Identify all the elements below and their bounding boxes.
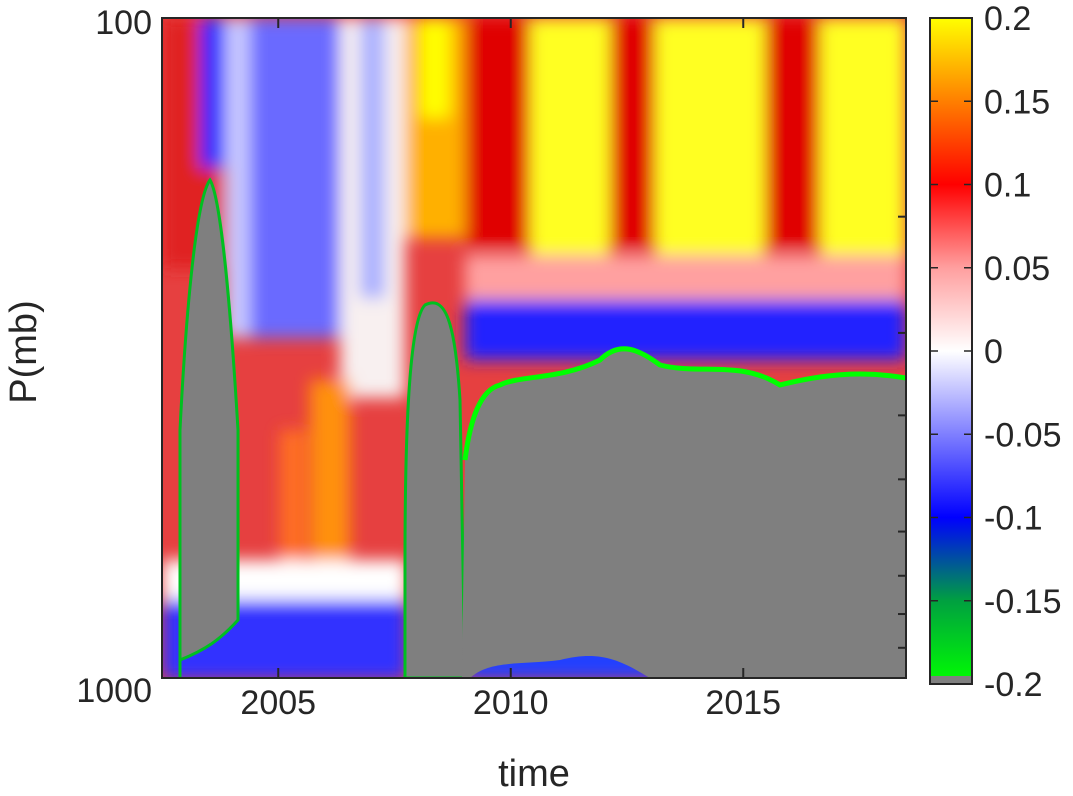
colorbar-tick-label: 0.05 bbox=[984, 250, 1050, 288]
colorbar-tick-label: -0.2 bbox=[984, 666, 1043, 704]
colorbar-tick-label: -0.15 bbox=[984, 583, 1062, 621]
y-axis-ticks bbox=[898, 215, 906, 649]
y-tick-label-top: 100 bbox=[95, 4, 152, 42]
missing-data-regions bbox=[178, 177, 906, 678]
x-tick-labels: 2005 2010 2015 bbox=[240, 684, 781, 722]
colorbar-ticks: 0.2 0.15 0.1 0.05 0 -0.05 -0.1 -0.15 -0.2 bbox=[930, 0, 1062, 704]
plot-frame bbox=[161, 17, 907, 679]
heatmap-field bbox=[162, 18, 906, 678]
x-axis-label: time bbox=[498, 753, 570, 791]
colorbar-missing-swatch bbox=[930, 676, 972, 684]
colorbar-tick-label: 0.1 bbox=[984, 167, 1031, 205]
colorbar-tick-label: -0.1 bbox=[984, 500, 1043, 538]
colorbar-tick-label: -0.05 bbox=[984, 416, 1062, 454]
colorbar-tick-label: 0.15 bbox=[984, 83, 1050, 121]
x-tick-label: 2010 bbox=[473, 684, 549, 722]
y-axis-label: P(mb) bbox=[3, 300, 45, 403]
colorbar-tick-label: 0 bbox=[984, 333, 1003, 371]
colorbar-tick-label: 0.2 bbox=[984, 0, 1031, 38]
colorbar: 0.2 0.15 0.1 0.05 0 -0.05 -0.1 -0.15 -0.2 bbox=[929, 0, 1062, 704]
x-tick-label: 2015 bbox=[705, 684, 781, 722]
y-tick-label-bottom: 1000 bbox=[76, 672, 152, 710]
x-tick-label: 2005 bbox=[240, 684, 316, 722]
x-axis-ticks bbox=[277, 18, 745, 678]
